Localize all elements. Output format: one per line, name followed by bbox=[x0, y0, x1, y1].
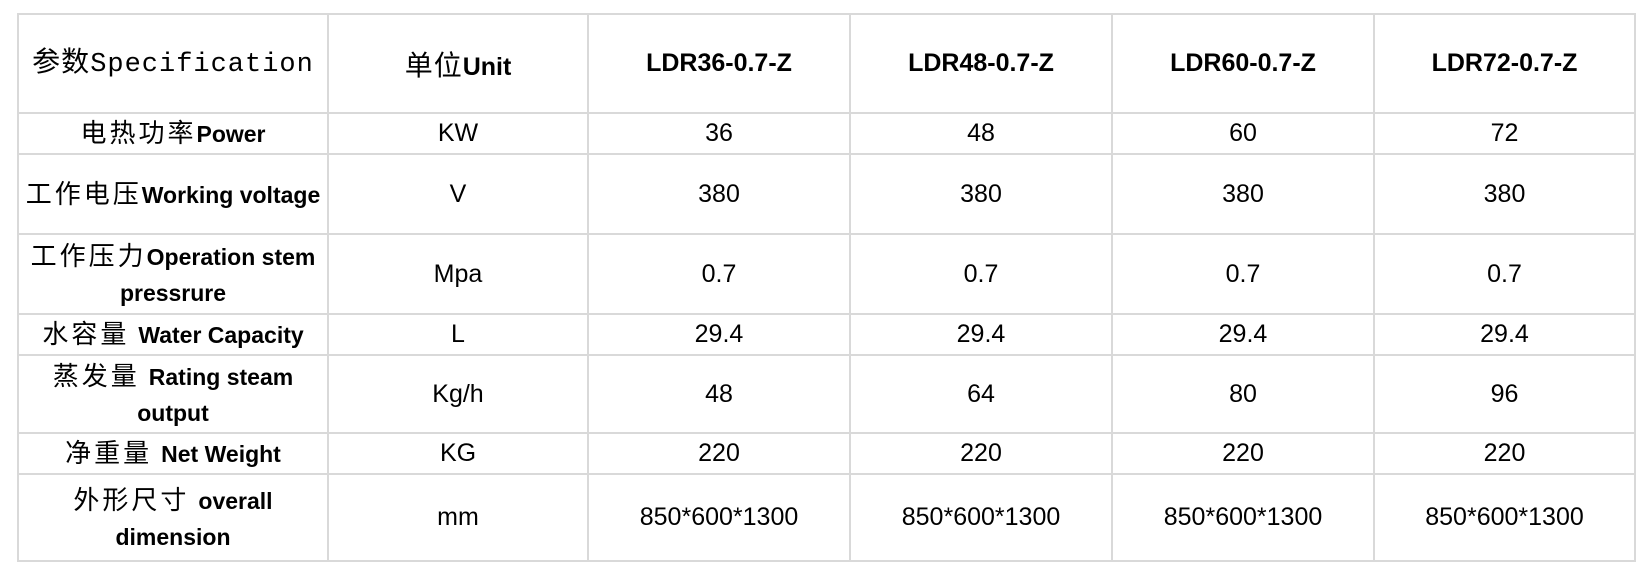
value-cell: 80 bbox=[1111, 354, 1375, 434]
model-header-ldr48: LDR48-0.7-Z bbox=[849, 13, 1113, 114]
param-label-cell: 水容量 Water Capacity bbox=[17, 313, 329, 356]
unit-cell: Kg/h bbox=[327, 354, 589, 434]
param-label-en: overall dimension bbox=[115, 487, 273, 550]
param-label-en: Operation stem pressrure bbox=[119, 244, 316, 307]
row-steam-output: 蒸发量 Rating steam output Kg/h 48 64 80 96 bbox=[17, 354, 1636, 434]
param-label-cell: 净重量 Net Weight bbox=[17, 432, 329, 475]
param-label-cell: 工作压力Operation stem pressrure bbox=[17, 233, 329, 315]
unit-cell: Mpa bbox=[327, 233, 589, 315]
spec-table: 参数Specification 单位Unit LDR36-0.7-Z LDR48… bbox=[17, 13, 1636, 562]
spec-header-cell: 参数Specification bbox=[17, 13, 329, 114]
value-cell: 850*600*1300 bbox=[1373, 473, 1636, 562]
value-cell: 0.7 bbox=[849, 233, 1113, 315]
value-cell: 48 bbox=[849, 112, 1113, 155]
value-cell: 29.4 bbox=[1111, 313, 1375, 356]
param-label-en: Power bbox=[196, 121, 266, 147]
value-cell: 220 bbox=[587, 432, 851, 475]
spec-table-container: 参数Specification 单位Unit LDR36-0.7-Z LDR48… bbox=[17, 13, 1636, 562]
value-cell: 64 bbox=[849, 354, 1113, 434]
model-header-ldr36: LDR36-0.7-Z bbox=[587, 13, 851, 114]
row-power: 电热功率Power KW 36 48 60 72 bbox=[17, 112, 1636, 155]
param-label-cell: 工作电压Working voltage bbox=[17, 153, 329, 235]
value-cell: 0.7 bbox=[1111, 233, 1375, 315]
row-operation-pressure: 工作压力Operation stem pressrure Mpa 0.7 0.7… bbox=[17, 233, 1636, 315]
value-cell: 850*600*1300 bbox=[587, 473, 851, 562]
param-label-cell: 蒸发量 Rating steam output bbox=[17, 354, 329, 434]
value-cell: 29.4 bbox=[1373, 313, 1636, 356]
unit-header-en: Unit bbox=[462, 52, 512, 81]
unit-header-cn: 单位 bbox=[404, 50, 463, 82]
value-cell: 380 bbox=[1373, 153, 1636, 235]
param-label-en: Working voltage bbox=[141, 181, 321, 208]
param-label-cn: 水容量 bbox=[42, 320, 130, 349]
value-cell: 850*600*1300 bbox=[849, 473, 1113, 562]
spec-header-en: Specification bbox=[90, 49, 314, 80]
param-label-en: Rating steam output bbox=[137, 364, 294, 427]
value-cell: 29.4 bbox=[587, 313, 851, 356]
value-cell: 850*600*1300 bbox=[1111, 473, 1375, 562]
unit-cell: mm bbox=[327, 473, 589, 562]
value-cell: 96 bbox=[1373, 354, 1636, 434]
value-cell: 380 bbox=[1111, 153, 1375, 235]
param-label-cn: 蒸发量 bbox=[52, 362, 140, 392]
param-label-cell: 电热功率Power bbox=[17, 112, 329, 155]
param-label-cn: 净重量 bbox=[65, 439, 153, 468]
value-cell: 36 bbox=[587, 112, 851, 155]
value-cell: 220 bbox=[1111, 432, 1375, 475]
value-cell: 29.4 bbox=[849, 313, 1113, 356]
value-cell: 72 bbox=[1373, 112, 1636, 155]
param-label-cn: 工作电压 bbox=[25, 179, 142, 209]
param-label-cn: 工作压力 bbox=[30, 242, 147, 272]
model-header-ldr72: LDR72-0.7-Z bbox=[1373, 13, 1636, 114]
param-label-cell: 外形尺寸 overall dimension bbox=[17, 473, 329, 562]
row-net-weight: 净重量 Net Weight KG 220 220 220 220 bbox=[17, 432, 1636, 475]
value-cell: 48 bbox=[587, 354, 851, 434]
unit-cell: V bbox=[327, 153, 589, 235]
unit-cell: L bbox=[327, 313, 589, 356]
value-cell: 220 bbox=[1373, 432, 1636, 475]
value-cell: 0.7 bbox=[587, 233, 851, 315]
value-cell: 220 bbox=[849, 432, 1113, 475]
value-cell: 60 bbox=[1111, 112, 1375, 155]
param-label-cn: 电热功率 bbox=[80, 119, 197, 148]
param-label-en: Water Capacity bbox=[138, 322, 304, 348]
unit-cell: KW bbox=[327, 112, 589, 155]
unit-cell: KG bbox=[327, 432, 589, 475]
value-cell: 380 bbox=[587, 153, 851, 235]
param-label-cn: 外形尺寸 bbox=[73, 485, 190, 515]
row-overall-dimension: 外形尺寸 overall dimension mm 850*600*1300 85… bbox=[17, 473, 1636, 562]
model-header-ldr60: LDR60-0.7-Z bbox=[1111, 13, 1375, 114]
unit-header-cell: 单位Unit bbox=[327, 13, 589, 114]
param-label-en: Net Weight bbox=[161, 441, 281, 467]
row-water-capacity: 水容量 Water Capacity L 29.4 29.4 29.4 29.4 bbox=[17, 313, 1636, 356]
spec-header-cn: 参数 bbox=[32, 46, 91, 78]
header-row: 参数Specification 单位Unit LDR36-0.7-Z LDR48… bbox=[17, 13, 1636, 114]
row-working-voltage: 工作电压Working voltage V 380 380 380 380 bbox=[17, 153, 1636, 235]
value-cell: 0.7 bbox=[1373, 233, 1636, 315]
value-cell: 380 bbox=[849, 153, 1113, 235]
